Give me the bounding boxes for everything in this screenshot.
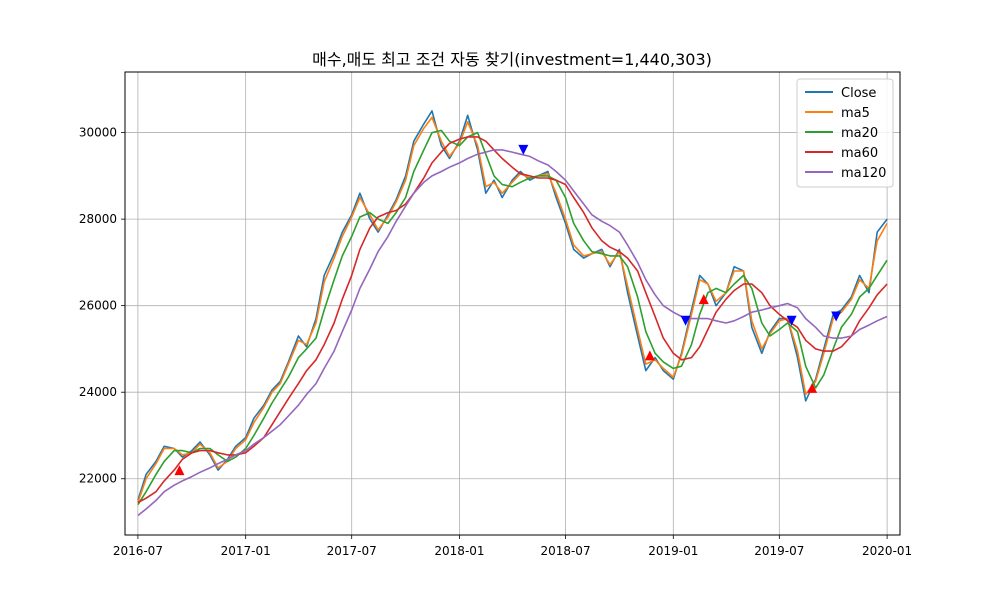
axis-ticks: 2016-07 2017-01 2017-07 2018-01 2018-07 2019-… [79,126,912,558]
x-tick-label: 2019-01 [648,544,698,558]
x-tick-label: 2017-01 [221,544,271,558]
series-line-ma20 [137,129,888,506]
buy-marker [644,350,655,361]
legend: Close ma5 ma20 ma60 ma120 [796,78,894,188]
x-tick-label: 2020-01 [862,544,912,558]
legend-label: ma20 [841,126,878,141]
buy-marker [807,382,818,393]
buy-marker [698,294,709,305]
sell-marker [786,315,797,326]
series-lines [137,110,888,517]
buy-marker [174,465,185,476]
series-line-ma5 [137,116,888,503]
y-tick-label: 30000 [79,126,117,140]
y-tick-label: 28000 [79,212,117,226]
legend-label: ma60 [841,146,878,161]
x-tick-label: 2018-01 [434,544,484,558]
plot-frame [124,71,901,536]
signal-markers [174,144,842,476]
x-tick-label: 2019-07 [754,544,804,558]
y-tick-label: 26000 [79,299,117,313]
x-tick-label: 2018-07 [540,544,590,558]
sell-marker [680,315,691,326]
sell-marker [831,311,842,322]
legend-label: Close [841,86,876,101]
sell-marker [518,144,529,155]
chart-title: 매수,매도 최고 조건 자동 찾기(investment=1,440,303) [312,50,712,69]
legend-label: ma120 [841,166,886,181]
x-tick-label: 2016-07 [113,544,163,558]
y-tick-label: 22000 [79,472,117,486]
series-line-ma120 [137,149,888,517]
legend-label: ma5 [841,106,870,121]
x-tick-label: 2017-07 [327,544,377,558]
legend-box [796,78,894,188]
series-line-close [137,110,888,501]
y-tick-label: 24000 [79,385,117,399]
